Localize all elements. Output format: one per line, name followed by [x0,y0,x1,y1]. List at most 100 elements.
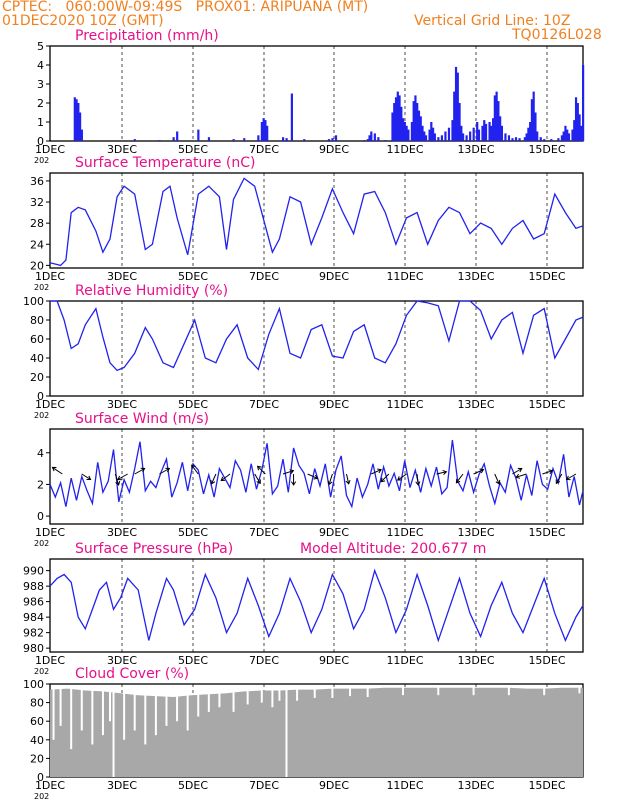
precip-bar [327,139,331,141]
precip-bar [403,122,406,141]
cloud-gap [246,690,249,705]
x-tick-label: 5DEC [178,654,208,667]
precip-bar [566,129,569,141]
precip-bar [73,97,76,141]
precip-bar [384,140,387,141]
series-line [49,568,584,643]
y-tick-label: 100 [23,295,44,308]
precip-bar [437,137,440,141]
precip-bar [532,91,535,141]
x-tick-label: 15DEC [528,654,565,667]
precip-bar [504,133,507,141]
precip-bar [454,66,458,141]
precip-bar [424,135,428,141]
x-sublabel: 202 [34,283,49,292]
y-tick-label: 0 [37,771,44,784]
wind-arrow [114,473,120,486]
wind-arrow-head [327,480,333,486]
wind-arrow-head [515,473,521,479]
header-line2: 01DEC2020 10Z (GMT) [2,13,164,29]
wind-arrow [191,464,199,475]
precip-bar [483,120,486,141]
y-tick-label: 80 [30,697,44,710]
y-tick-label: 990 [23,565,44,578]
wind-arrow-head [210,479,216,485]
y-tick-label: 984 [23,611,44,624]
wind-arrow [282,470,294,475]
x-tick-label: 5DEC [178,270,208,283]
panel-frame [49,300,584,397]
wind-arrow-head [220,476,226,482]
x-tick-label: 9DEC [319,270,349,283]
precip-bar [79,112,82,141]
precip-bar [507,135,511,141]
wind-arrow [512,468,523,475]
precip-bar [499,116,502,141]
precip-bar [477,129,481,141]
wind-arrow-head [517,467,523,473]
precip-bar [266,125,269,141]
precip-bar [469,131,472,141]
cloud-gap [543,687,546,696]
precip-bar [232,139,235,141]
cloud-area [50,687,583,777]
cloud-gap [133,694,136,731]
precip-bar [571,129,574,141]
x-tick-label: 15DEC [528,143,565,156]
panel-title: Surface Pressure (hPa) [75,541,233,557]
wind-arrow [159,468,170,475]
precip-bar [370,131,373,141]
x-tick-label: 1DEC [35,398,65,411]
wind-arrow [211,473,217,485]
wind-arrow-head [51,466,57,472]
panel-6 [46,683,584,778]
precip-bar [453,91,456,141]
wind-arrow [566,473,577,480]
x-tick-label: 11DEC [386,398,423,411]
precip-bar [407,129,410,141]
precip-bar [412,101,415,141]
precip-bar [398,95,401,141]
precip-bar [481,125,484,141]
panel-title: Surface Wind (m/s) [75,411,209,427]
precip-bar [394,97,398,141]
precip-bar [578,114,581,141]
precip-bar [525,133,528,141]
precip-bar [260,122,263,141]
y-tick-label: 40 [30,352,44,365]
precip-bar [557,138,560,141]
x-tick-label: 13DEC [457,398,494,411]
precip-bar [518,138,521,141]
wind-arrow [307,473,318,479]
wind-arrow-head [289,469,295,475]
y-tick-label: 20 [30,371,44,384]
x-tick-label: 11DEC [386,526,423,539]
wind-arrow [555,473,563,484]
y-tick-label: 60 [30,715,44,728]
precip-bar [534,112,537,141]
cloud-gap [101,690,104,736]
x-tick-label: 5DEC [178,398,208,411]
cloud-gap [59,687,62,726]
wind-arrow-head [86,475,92,481]
precip-bar [197,129,200,141]
precip-bar [373,133,376,141]
x-tick-label: 7DEC [249,526,279,539]
x-tick-label: 15DEC [528,398,565,411]
wind-arrow-head [442,469,448,475]
precip-bar [514,137,518,141]
wind-arrow [346,473,350,485]
wind-arrow-head [313,474,319,480]
precip-bar [428,129,431,141]
precip-bar [401,118,405,141]
cloud-gap [112,692,115,777]
precip-bar [560,135,564,141]
precip-bar [368,135,371,141]
wind-arrow [117,473,128,480]
wind-arrow-head [191,464,196,470]
y-tick-label: 32 [30,196,44,209]
x-tick-label: 13DEC [457,526,494,539]
panel-3 [46,300,584,397]
wind-arrow-head [256,479,261,485]
x-tick-label: 13DEC [457,654,494,667]
